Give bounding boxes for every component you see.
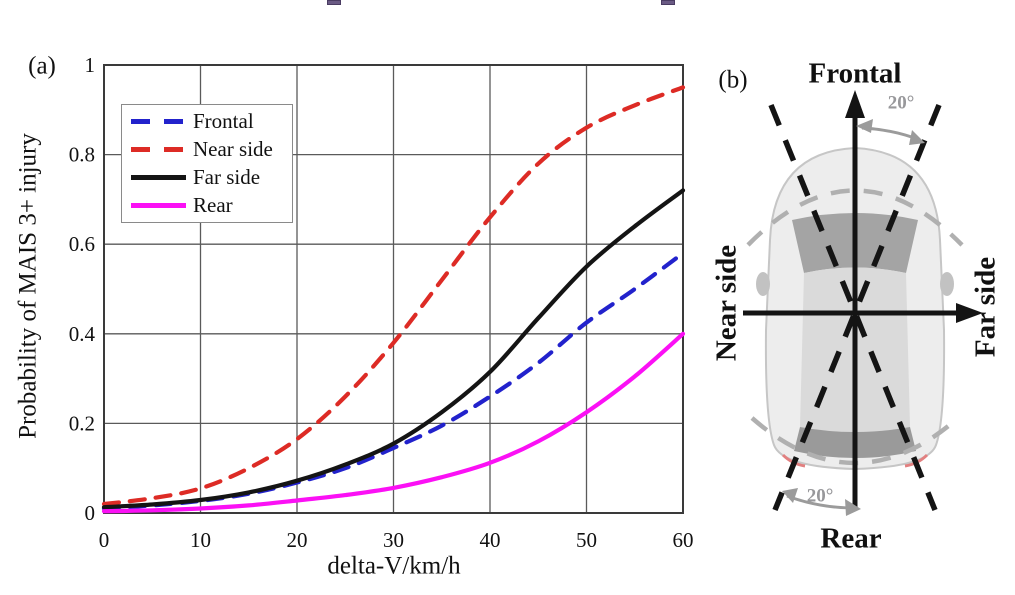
legend-item-rear: Rear (122, 192, 292, 219)
front-sector-dashed-arc (746, 188, 964, 247)
legend-line-sample-near-side (131, 147, 186, 152)
frontal-arrowhead (845, 90, 865, 118)
x-tick-label: 10 (190, 528, 211, 552)
cropped-title-artifact-left (327, 0, 341, 5)
series-line-frontal (101, 251, 686, 511)
car-mirror-left (756, 272, 770, 296)
angle-arc-bottom (782, 488, 861, 516)
rear-direction-label: Rear (820, 522, 882, 555)
legend-line-sample-far-side (131, 175, 186, 180)
angle-arc-top (856, 119, 925, 145)
legend-label: Frontal (193, 109, 254, 133)
legend-label: Near side (193, 137, 273, 161)
panel-b-label: (b) (718, 66, 748, 94)
far-side-direction-label: Far side (969, 256, 1002, 358)
legend-item-far-side: Far side (122, 164, 292, 191)
cropped-title-artifact-right (661, 0, 675, 5)
axes-box (103, 64, 684, 514)
far-side-arrowhead (956, 303, 983, 323)
frontal-direction-label: Frontal (808, 57, 902, 90)
legend-item-near-side: Near side (122, 136, 292, 163)
y-tick-label: 0.4 (69, 322, 96, 346)
direction-axes (743, 90, 983, 508)
x-axis-label: delta-V/km/h (327, 552, 461, 580)
near-side-direction-label: Near side (710, 244, 743, 362)
injury-probability-chart: 0 10 20 30 40 50 60 0 0.2 0.4 0.6 0.8 1 (69, 53, 694, 552)
series-line-near-side (101, 85, 686, 507)
x-tick-label: 60 (673, 528, 694, 552)
legend-line-sample-frontal (131, 119, 186, 124)
angle-value-top: 20° (887, 92, 915, 114)
legend-item-frontal: Frontal (122, 108, 292, 135)
y-axis-label: Probability of MAIS 3+ injury (14, 133, 42, 439)
angle-value-bottom: 20° (806, 485, 834, 507)
chart-legend: Frontal Near side Far side Rear (121, 104, 293, 223)
y-tick-label: 1 (85, 53, 96, 77)
y-tick-label: 0.2 (69, 411, 95, 435)
x-tick-label: 40 (480, 528, 501, 552)
y-tick-label: 0.6 (69, 232, 95, 256)
legend-label: Far side (193, 165, 261, 189)
car-impact-direction-diagram (743, 90, 983, 516)
y-tick-label: 0.8 (69, 143, 95, 167)
x-tick-label: 20 (287, 528, 308, 552)
y-tick-label: 0 (85, 501, 96, 525)
x-tick-label: 0 (99, 528, 110, 552)
series-line-rear (101, 331, 686, 514)
car-mirror-right (940, 272, 954, 296)
panel-a-label: (a) (28, 52, 56, 80)
legend-label: Rear (193, 193, 233, 217)
x-tick-label: 50 (576, 528, 597, 552)
legend-line-sample-rear (131, 203, 186, 208)
x-tick-label: 30 (383, 528, 404, 552)
series-line-far-side (101, 188, 686, 510)
